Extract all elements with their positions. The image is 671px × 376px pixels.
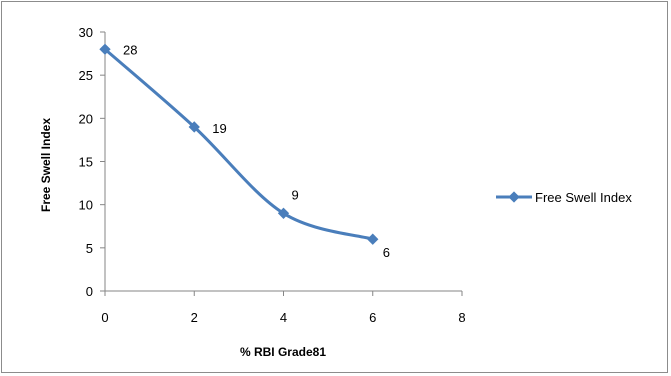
y-tick-label: 5 <box>86 241 93 256</box>
data-point-marker <box>277 207 290 219</box>
legend: Free Swell Index <box>496 190 632 205</box>
series-line <box>104 48 374 241</box>
chart-data-labels: 28 19 9 6 <box>123 42 390 260</box>
y-tick-label: 20 <box>79 111 93 126</box>
chart-series <box>99 43 379 245</box>
data-point-marker <box>99 43 111 55</box>
x-tick-label: 2 <box>191 310 198 325</box>
data-point-marker <box>367 233 379 245</box>
y-tick-label: 30 <box>79 25 93 40</box>
data-label: 9 <box>292 187 299 202</box>
x-tick-label: 8 <box>458 310 465 325</box>
legend-label: Free Swell Index <box>535 190 632 205</box>
x-tick-label: 6 <box>369 310 376 325</box>
y-axis-title: Free Swell Index <box>39 118 53 212</box>
y-tick-label: 25 <box>79 68 93 83</box>
x-tick-label: 4 <box>280 310 287 325</box>
y-tick-label: 15 <box>79 155 93 170</box>
data-label: 28 <box>123 42 137 57</box>
data-label: 19 <box>212 121 226 136</box>
y-tick-label: 0 <box>86 284 93 299</box>
x-axis-title: % RBI Grade81 <box>240 345 326 359</box>
chart-axes <box>104 32 462 292</box>
chart-ticks: 0 5 10 15 20 25 30 0 2 4 6 8 <box>79 25 466 325</box>
x-tick-label: 0 <box>101 310 108 325</box>
data-label: 6 <box>383 245 390 260</box>
legend-marker <box>508 191 520 203</box>
y-tick-label: 10 <box>79 198 93 213</box>
